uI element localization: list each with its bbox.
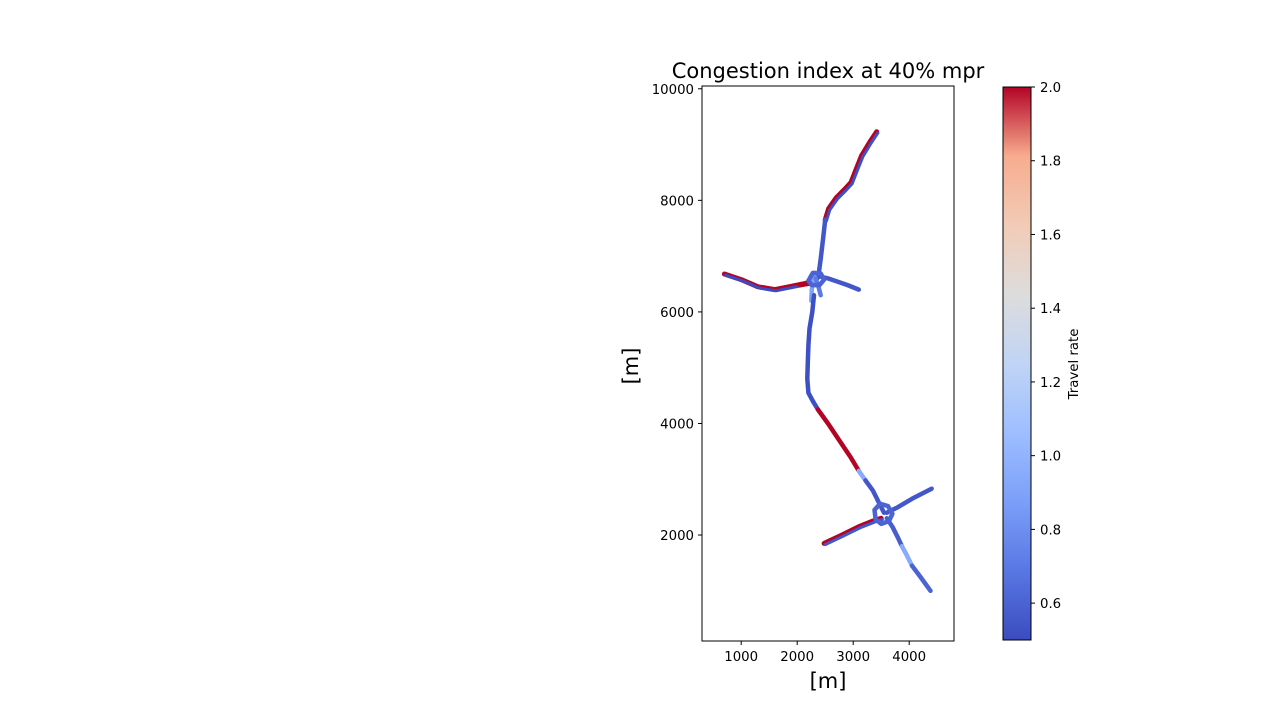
road-link-17 bbox=[806, 270, 827, 288]
y-tick-label: 8000 bbox=[660, 194, 694, 209]
x-tick-label: 2000 bbox=[780, 650, 814, 665]
road-link-10 bbox=[863, 478, 887, 515]
y-axis-label: [m] bbox=[619, 348, 643, 385]
colorbar-tick-label: 1.0 bbox=[1040, 450, 1061, 465]
colorbar-tick-label: 0.8 bbox=[1040, 523, 1061, 538]
x-tick-label: 4000 bbox=[892, 650, 926, 665]
colorbar-tick-label: 0.6 bbox=[1040, 597, 1061, 612]
colorbar-tick-label: 1.6 bbox=[1040, 228, 1061, 243]
x-tick-label: 3000 bbox=[836, 650, 870, 665]
y-tick-label: 6000 bbox=[660, 306, 694, 321]
y-tick-label: 2000 bbox=[660, 529, 694, 544]
colorbar-tick-label: 1.8 bbox=[1040, 155, 1061, 170]
colorbar-gradient bbox=[1002, 86, 1032, 641]
chart-title: Congestion index at 40% mpr bbox=[672, 59, 985, 83]
road-link-16 bbox=[872, 501, 895, 527]
x-axis-label: [m] bbox=[810, 669, 847, 693]
colorbar: 0.6 0.8 1.0 1.2 1.4 1.6 1.8 2.0 Travel rate bbox=[1002, 81, 1082, 641]
road-link-15 bbox=[909, 563, 933, 594]
colorbar-tick-label: 1.4 bbox=[1040, 302, 1061, 317]
plot-area: 1000 2000 3000 4000 2000 4000 6000 8000 10000 bbox=[652, 83, 955, 665]
y-tick-label: 10000 bbox=[652, 83, 694, 98]
road-network bbox=[721, 129, 934, 594]
road-link-8 bbox=[815, 407, 862, 474]
colorbar-ticks: 0.6 0.8 1.0 1.2 1.4 1.6 1.8 2.0 bbox=[1031, 81, 1061, 612]
plot-frame bbox=[701, 85, 955, 642]
x-tick-label: 1000 bbox=[724, 650, 758, 665]
colorbar-tick-label: 1.2 bbox=[1040, 376, 1061, 391]
road-link-14 bbox=[899, 543, 915, 568]
x-axis-ticks: 1000 2000 3000 4000 bbox=[724, 641, 926, 665]
colorbar-label: Travel rate bbox=[1067, 329, 1082, 401]
colorbar-tick-label: 2.0 bbox=[1040, 81, 1061, 96]
road-link-0 bbox=[824, 131, 880, 223]
road-link-edge-0 bbox=[822, 129, 880, 223]
road-link-7 bbox=[805, 292, 821, 412]
y-tick-label: 4000 bbox=[660, 417, 694, 432]
y-axis-ticks: 2000 4000 6000 8000 10000 bbox=[652, 83, 702, 544]
